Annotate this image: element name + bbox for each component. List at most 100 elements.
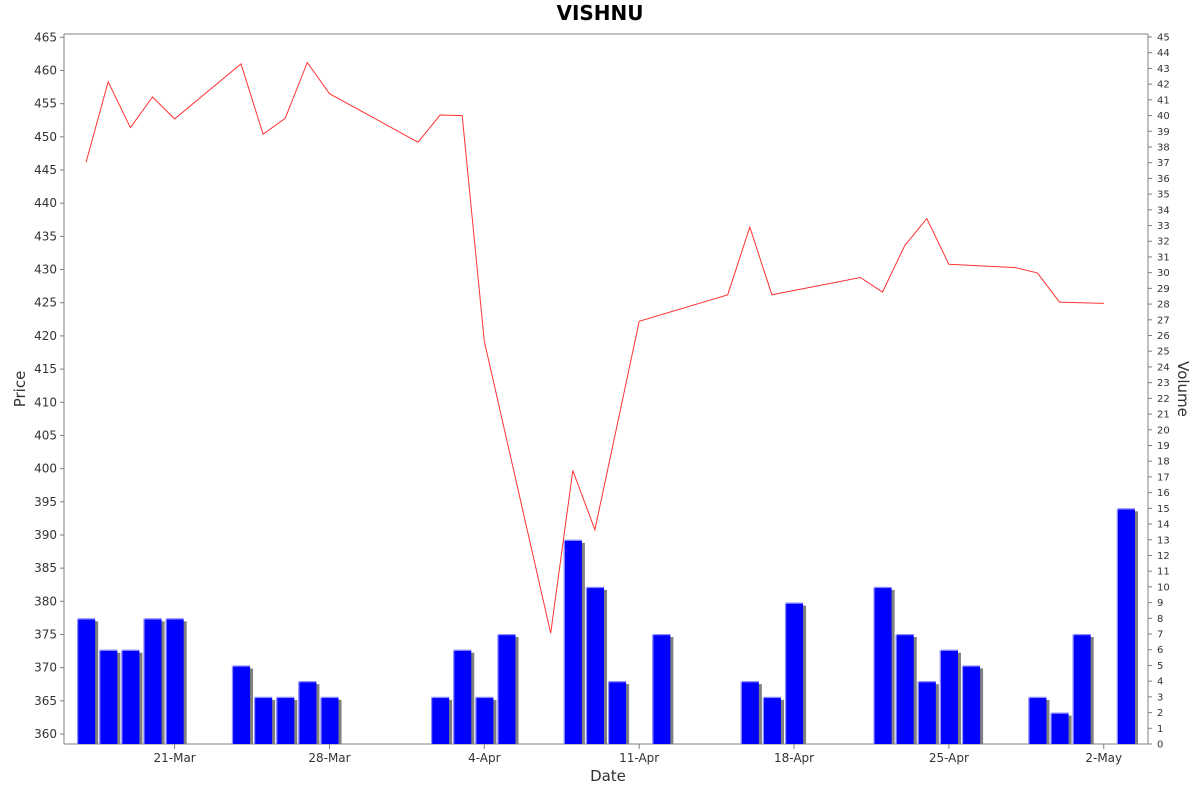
date-tick-label: 21-Mar <box>153 751 195 765</box>
volume-bar <box>939 649 958 744</box>
volume-bar-highlight <box>607 681 610 744</box>
volume-tick-label: 43 <box>1157 64 1170 75</box>
volume-bar-highlight <box>961 665 981 667</box>
date-tick-label: 28-Mar <box>308 751 350 765</box>
volume-bar-highlight <box>320 696 339 699</box>
volume-bar-highlight <box>276 696 278 744</box>
volume-bar-highlight <box>320 696 322 744</box>
volume-bar-highlight <box>939 649 942 744</box>
volume-bar <box>652 634 671 744</box>
volume-tick-label: 42 <box>1157 80 1170 91</box>
volume-tick-label: 41 <box>1157 95 1170 106</box>
volume-bar-highlight <box>231 665 234 744</box>
volume-bar-highlight <box>254 696 256 744</box>
volume-bar-highlight <box>99 649 101 744</box>
volume-tick-label: 22 <box>1157 394 1170 405</box>
volume-bar-highlight <box>497 634 516 636</box>
volume-bar-highlight <box>298 681 317 683</box>
volume-bar <box>740 681 759 744</box>
date-tick-label: 2-May <box>1085 751 1122 765</box>
volume-tick-label: 28 <box>1157 300 1170 311</box>
volume-bar <box>453 649 472 744</box>
volume-bar <box>143 618 162 744</box>
volume-bar-highlight <box>917 681 936 683</box>
volume-tick-label: 13 <box>1157 535 1170 546</box>
volume-tick-label: 14 <box>1157 520 1170 531</box>
volume-bar-highlight <box>497 634 499 744</box>
volume-tick-label: 37 <box>1157 158 1170 169</box>
volume-bar-highlight <box>431 696 450 699</box>
price-tick-label: 415 <box>34 362 57 376</box>
volume-bar-highlight <box>895 634 897 744</box>
date-tick-label: 18-Apr <box>774 751 814 765</box>
volume-bar-highlight <box>873 586 875 744</box>
price-tick-label: 375 <box>34 628 57 642</box>
volume-tick-label: 3 <box>1157 692 1163 703</box>
volume-tick-label: 26 <box>1157 331 1170 342</box>
volume-bar-highlight <box>165 618 184 620</box>
price-tick-label: 465 <box>34 30 57 44</box>
volume-bar-highlight <box>652 634 671 636</box>
volume-bar-highlight <box>939 649 958 651</box>
volume-bar-highlight <box>784 602 787 744</box>
price-tick-label: 445 <box>34 163 57 177</box>
price-tick-label: 430 <box>34 263 57 277</box>
price-tick-label: 380 <box>34 594 57 608</box>
volume-tick-label: 40 <box>1157 111 1170 122</box>
volume-bar <box>298 681 317 744</box>
volume-tick-label: 16 <box>1157 488 1170 499</box>
volume-tick-label: 34 <box>1157 205 1170 216</box>
volume-bar <box>1116 508 1135 744</box>
date-tick-label: 25-Apr <box>929 751 969 765</box>
volume-tick-label: 18 <box>1157 457 1170 468</box>
volume-bar <box>431 696 450 744</box>
volume-bar-highlight <box>895 634 914 636</box>
volume-tick-label: 21 <box>1157 410 1170 421</box>
volume-bar-highlight <box>1072 634 1074 744</box>
volume-tick-label: 19 <box>1157 441 1170 452</box>
volume-bar-highlight <box>431 696 433 744</box>
volume-bar-highlight <box>607 681 627 683</box>
date-axis-ticks: 21-Mar 28-Mar 4-Apr 11-Apr 18-Apr 25-Apr 2-May <box>153 744 1122 765</box>
volume-bar-highlight <box>77 618 79 744</box>
y-axis-title-right: Volume <box>1174 361 1192 417</box>
volume-tick-label: 44 <box>1157 48 1170 59</box>
volume-bar <box>1050 712 1069 744</box>
volume-tick-label: 15 <box>1157 504 1170 515</box>
price-tick-label: 360 <box>34 727 57 741</box>
volume-tick-label: 30 <box>1157 268 1170 279</box>
volume-bar-highlight <box>453 649 472 651</box>
price-tick-label: 410 <box>34 395 57 409</box>
volume-bar <box>320 696 339 744</box>
volume-tick-label: 25 <box>1157 347 1170 358</box>
x-axis-title: Date <box>590 767 626 785</box>
volume-bar <box>873 586 892 744</box>
volume-bar-highlight <box>298 681 300 744</box>
price-axis-ticks: 360 365 370 375 380 385 390 395 400 405 410 415 420 4… <box>34 30 64 741</box>
volume-bar-highlight <box>453 649 455 744</box>
volume-bar <box>77 618 96 744</box>
volume-bar <box>475 696 494 744</box>
volume-tick-label: 9 <box>1157 598 1163 609</box>
volume-tick-label: 7 <box>1157 630 1163 641</box>
volume-bar-highlight <box>1072 634 1091 636</box>
price-line-group <box>85 61 1104 634</box>
volume-bar-highlight <box>254 696 273 699</box>
price-tick-label: 420 <box>34 329 57 343</box>
price-tick-label: 390 <box>34 528 57 542</box>
volume-bar-highlight <box>563 539 582 541</box>
volume-bar-highlight <box>1050 712 1052 744</box>
volume-bar-highlight <box>231 665 251 667</box>
volume-bar <box>762 696 781 744</box>
volume-bar-highlight <box>121 649 140 651</box>
volume-tick-label: 36 <box>1157 174 1170 185</box>
price-tick-label: 440 <box>34 196 57 210</box>
volume-bar-highlight <box>585 586 605 589</box>
price-tick-label: 405 <box>34 428 57 442</box>
volume-tick-label: 0 <box>1157 740 1163 751</box>
volume-axis-ticks: 0123456789101112131415161718192021222324… <box>1148 33 1170 751</box>
volume-tick-label: 45 <box>1157 33 1170 44</box>
volume-bar <box>497 634 516 744</box>
volume-bar <box>99 649 118 744</box>
volume-bar <box>1072 634 1091 744</box>
